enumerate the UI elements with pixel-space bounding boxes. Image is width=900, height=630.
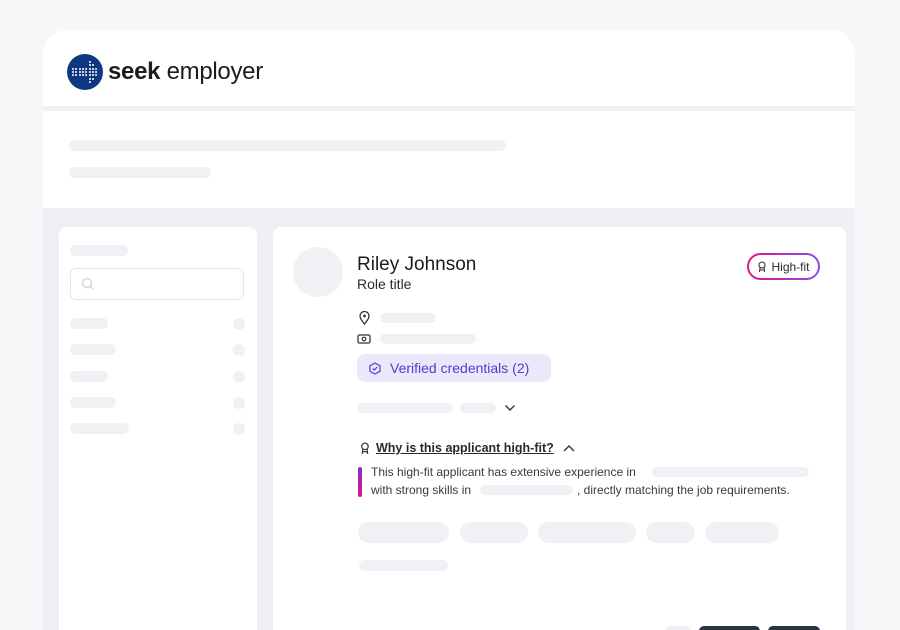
logo-dot: [78, 67, 81, 70]
high-fit-accent-bar: [358, 467, 362, 497]
logo-dot: [72, 71, 74, 73]
award-icon: [361, 441, 369, 454]
sidebar-item[interactable]: [70, 423, 129, 434]
logo-dot: [88, 80, 91, 83]
skeleton-line: [359, 560, 448, 571]
logo-dot: [72, 67, 74, 70]
logo-dot: [78, 74, 81, 77]
sidebar-item[interactable]: [70, 371, 108, 382]
why-high-fit-toggle[interactable]: Why is this applicant high-fit?: [359, 441, 576, 455]
logo-product: employer: [166, 58, 264, 85]
location-pin-icon: [359, 311, 370, 325]
logo-dot: [75, 67, 78, 70]
logo-dot: [72, 74, 74, 77]
skeleton-chip: [705, 522, 779, 543]
badge-label: High-fit: [771, 259, 810, 274]
high-fit-explanation-suffix: , directly matching the job requirements…: [577, 483, 790, 497]
skeleton-salary: [380, 334, 476, 344]
skeleton-button: [665, 626, 691, 630]
sidebar-count: [233, 318, 245, 330]
high-fit-explanation-line2: with strong skills in: [371, 483, 472, 497]
skeleton-subtitle: [69, 167, 211, 178]
logo-dot: [75, 71, 78, 73]
logo-dot: [91, 77, 94, 80]
logo-dot: [91, 67, 94, 70]
seek-employer-logo[interactable]: seek employer: [67, 54, 263, 90]
skeleton-chip: [358, 522, 449, 543]
logo-dot: [85, 74, 88, 77]
verified-credentials-button[interactable]: Verified credentials (2): [357, 354, 551, 382]
sidebar-count: [233, 371, 245, 383]
sidebar-item[interactable]: [70, 344, 116, 355]
app-frame: seek employer Riley Johnson Role title H…: [43, 30, 855, 630]
logo-dot: [95, 67, 98, 70]
logo-dot: [95, 71, 98, 73]
seek-logo-icon: [67, 54, 103, 90]
verified-label: Verified credentials (2): [390, 360, 530, 376]
chevron-up-icon[interactable]: [562, 444, 576, 453]
chevron-down-icon[interactable]: [504, 404, 516, 412]
secondary-action-button[interactable]: [768, 626, 820, 630]
shield-check-icon: [369, 361, 381, 375]
sidebar-count: [233, 397, 245, 409]
logo-dot: [95, 74, 98, 77]
logo-dot: [91, 64, 94, 67]
logo-dot: [88, 61, 91, 64]
award-icon: [758, 260, 767, 272]
logo-dot: [88, 77, 91, 80]
logo-dot: [88, 64, 91, 67]
header: seek employer: [43, 30, 855, 106]
logo-dot: [88, 67, 91, 70]
page-header-skeleton: [43, 111, 855, 208]
high-fit-badge: High-fit: [747, 253, 820, 280]
high-fit-explanation-line1: This high-fit applicant has extensive ex…: [371, 465, 636, 479]
logo-dot: [88, 74, 91, 77]
skeleton-skills: [480, 485, 573, 495]
sidebar-count: [233, 344, 245, 356]
candidate-card: Riley Johnson Role title High-fit Verifi…: [273, 227, 846, 630]
sidebar: [59, 227, 257, 630]
logo-dot: [85, 71, 88, 73]
why-high-fit-link[interactable]: Why is this applicant high-fit?: [376, 441, 554, 455]
logo-dot: [81, 71, 84, 73]
skeleton-chip: [460, 522, 528, 543]
logo-dot: [91, 71, 94, 73]
logo-dot: [88, 71, 91, 73]
logo-dot: [81, 67, 84, 70]
sidebar-item[interactable]: [70, 397, 116, 408]
skeleton-tag: [357, 403, 453, 413]
logo-dot: [85, 67, 88, 70]
primary-action-button[interactable]: [699, 626, 760, 630]
skeleton-chip: [646, 522, 695, 543]
sidebar-item[interactable]: [70, 318, 108, 329]
search-icon: [81, 277, 94, 290]
logo-dot: [91, 74, 94, 77]
avatar: [293, 247, 343, 297]
search-input[interactable]: [70, 268, 244, 300]
logo-brand: seek: [108, 58, 161, 85]
money-icon: [357, 334, 371, 344]
skeleton-experience: [652, 467, 809, 477]
skeleton-heading: [70, 245, 128, 256]
skeleton-tag: [460, 403, 496, 413]
skeleton-chip: [538, 522, 636, 543]
sidebar-count: [233, 423, 245, 435]
candidate-role: Role title: [357, 276, 412, 292]
logo-dot: [81, 74, 84, 77]
logo-dot: [75, 74, 78, 77]
candidate-name[interactable]: Riley Johnson: [357, 254, 477, 275]
logo-dot: [78, 71, 81, 73]
skeleton-location: [380, 313, 436, 323]
skeleton-title: [69, 140, 506, 151]
